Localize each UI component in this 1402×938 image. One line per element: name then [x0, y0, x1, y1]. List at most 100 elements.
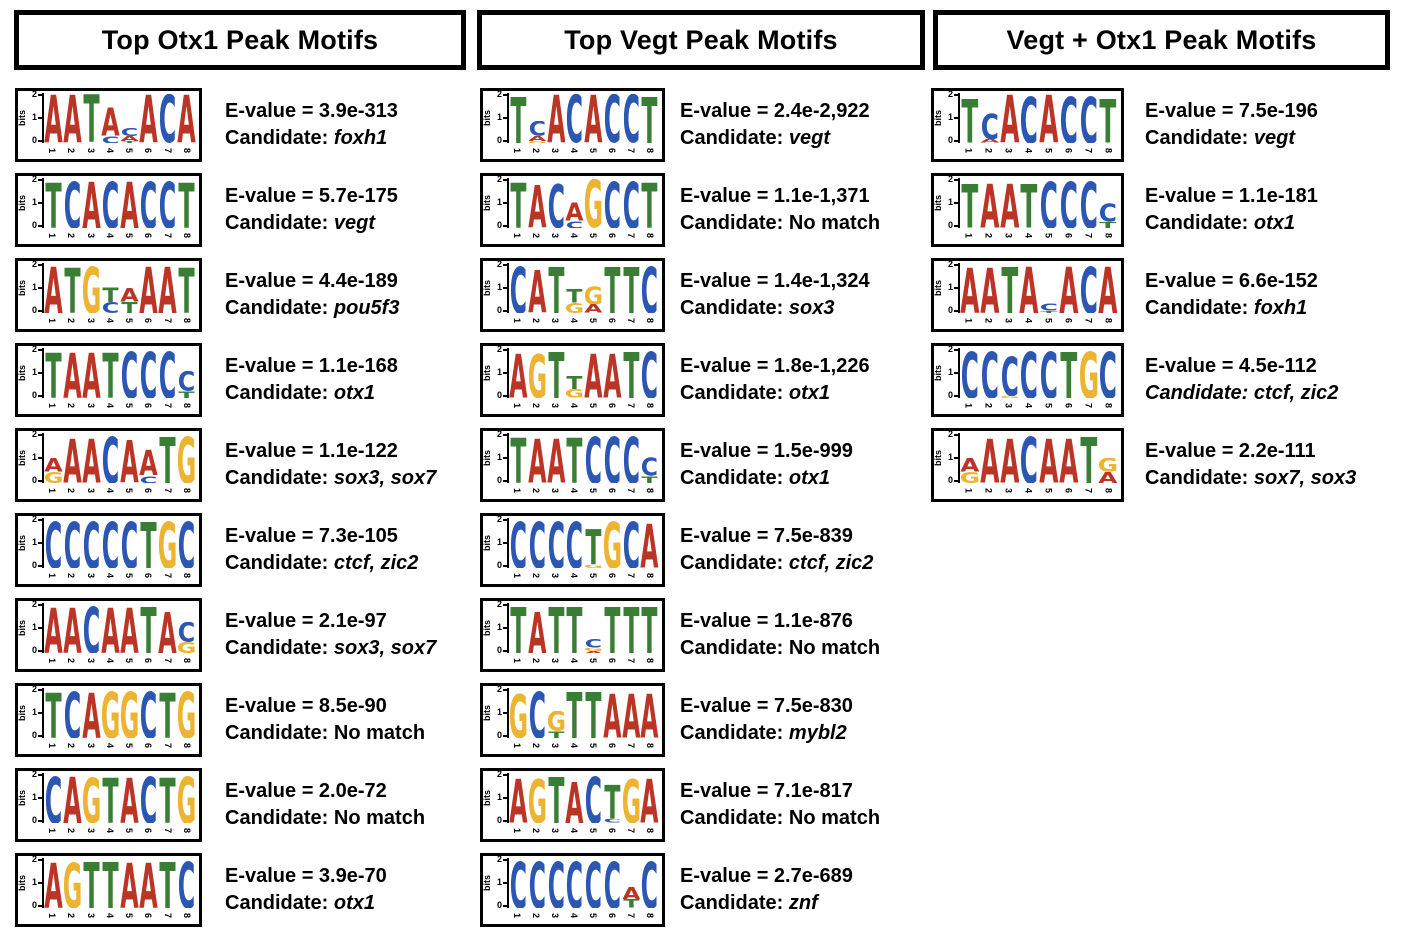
logo-letter-g: G — [101, 691, 120, 739]
svg-text:C: C — [159, 181, 176, 229]
logo-letter-g: G — [177, 776, 196, 824]
svg-text:C: C — [603, 861, 620, 909]
y-tick-label: 0 — [32, 561, 42, 570]
logo-y-axis: bits 2 1 0 — [17, 175, 42, 230]
svg-text:T: T — [585, 691, 601, 739]
motif-row: bits 2 1 0 A G T A C T C G A 1 2 3 4 5 6 7 8 E-value = 7.1e-8… — [480, 768, 880, 842]
logo-letter-a: A — [120, 136, 139, 141]
logo-stack: C — [101, 178, 120, 229]
logo-stack: A — [1039, 433, 1058, 483]
svg-text:C: C — [585, 776, 602, 824]
svg-text:T: T — [102, 777, 118, 823]
logo-letter-a: A — [1000, 183, 1019, 228]
logo-letter-c: C — [566, 861, 583, 909]
candidate-line: Candidate: No match — [680, 805, 880, 832]
candidate-line: Candidate: foxh1 — [1145, 295, 1318, 322]
logo-stack: C — [177, 858, 196, 909]
x-tick-label: 1 — [512, 572, 522, 578]
svg-text:C: C — [528, 861, 545, 909]
logo-letter-t: T — [567, 606, 583, 654]
x-tick-label: 4 — [104, 402, 115, 408]
logo-letter-c: C — [1040, 181, 1058, 229]
svg-text:T: T — [1080, 436, 1097, 484]
logo-stack: T — [1098, 93, 1118, 143]
logo-letter-g: G — [960, 472, 980, 483]
logo-letter-t: T — [1080, 436, 1097, 484]
logo-letter-t: T — [567, 289, 584, 303]
x-tick-label: 6 — [607, 317, 617, 323]
logo-y-axis: bits 2 1 0 — [933, 345, 958, 400]
svg-text:A: A — [1059, 438, 1078, 483]
logo-stack: G — [528, 348, 547, 398]
svg-text:G: G — [528, 141, 547, 144]
x-tick-label: 1 — [47, 827, 58, 833]
motif-row: bits 2 1 0 A A T A C T A C A 1 2 3 4 5 6 7 8 E-value = 6.6e-1… — [931, 258, 1356, 332]
logo-letter-a: A — [641, 778, 659, 823]
svg-text:G: G — [584, 565, 603, 568]
motif-row: bits 2 1 0 A G A A C A A C T G 1 2 3 4 5 6 7 8 E-value = 1.1e-… — [15, 428, 436, 502]
logo-letter-c: C — [1099, 203, 1117, 222]
x-tick-label: 8 — [645, 232, 655, 238]
candidate-label: Candidate: — [680, 382, 789, 404]
svg-text:A: A — [509, 353, 527, 398]
x-tick-label: 1 — [47, 657, 58, 663]
y-tick-label: 2 — [948, 175, 958, 184]
x-tick-label: 1 — [963, 317, 974, 323]
logo-stack: C — [584, 773, 603, 824]
vegt-otx1-motif-column: bits 2 1 0 T C A A C A C C T 1 2 3 4 5 6 7 8 E-value = 7.5e-1… — [931, 88, 1356, 513]
y-tick-label: 0 — [497, 561, 507, 570]
x-tick-label: 1 — [512, 912, 522, 918]
logo-stack: T — [547, 263, 566, 314]
x-tick-label: 7 — [626, 827, 636, 833]
logo-letter-c: C — [961, 351, 979, 399]
evalue-text: E-value = 3.9e-313 — [225, 100, 398, 122]
logo-stack: G — [82, 773, 101, 823]
x-tick-label: 1 — [512, 402, 522, 408]
logo-stack: A — [547, 433, 566, 483]
logo-letter-g: G — [509, 693, 528, 738]
logo-stack: T — [509, 178, 528, 228]
logo-stack: C — [101, 433, 120, 484]
x-tick-label: 3 — [85, 317, 96, 323]
y-tick-label: 2 — [32, 345, 42, 354]
candidate-name: otx1 — [333, 382, 376, 404]
x-tick-label: 4 — [569, 572, 579, 578]
logo-letter-a: A — [1039, 438, 1058, 483]
x-tick-label: 2 — [531, 232, 541, 238]
logo-x-labels: 1 2 3 4 5 6 7 8 — [958, 228, 1118, 243]
svg-text:A: A — [120, 777, 138, 823]
logo-y-axis: bits 2 1 0 — [482, 855, 507, 910]
svg-text:C: C — [622, 521, 639, 569]
motif-annotation: E-value = 2.1e-97 Candidate: sox3, sox7 — [225, 608, 436, 662]
logo-letter-c: C — [64, 521, 81, 569]
logo-letter-a: A — [584, 353, 602, 398]
x-tick-label: 3 — [550, 317, 560, 323]
svg-text:A: A — [1000, 94, 1019, 143]
logo-stack: C — [82, 518, 101, 569]
motif-row: bits 2 1 0 T C A G A C A C C T 1 2 3 4 5 6 7 8 E-value = 2.4e-… — [480, 88, 880, 162]
x-tick-label: 4 — [569, 487, 579, 493]
y-axis-label: bits — [17, 194, 28, 212]
x-tick-label: 1 — [512, 147, 522, 153]
logo-stack: A — [63, 93, 82, 143]
y-tick-label: 1 — [948, 198, 958, 207]
logo-stack: T — [603, 603, 622, 654]
svg-text:T: T — [510, 606, 526, 654]
logo-y-axis: bits 2 1 0 — [17, 430, 42, 485]
y-tick-label: 1 — [497, 793, 507, 802]
x-tick-label: 1 — [512, 827, 522, 833]
svg-text:T: T — [178, 267, 194, 313]
logo-x-labels: 1 2 3 4 5 6 7 8 — [507, 313, 659, 328]
y-tick-label: 2 — [32, 685, 42, 694]
